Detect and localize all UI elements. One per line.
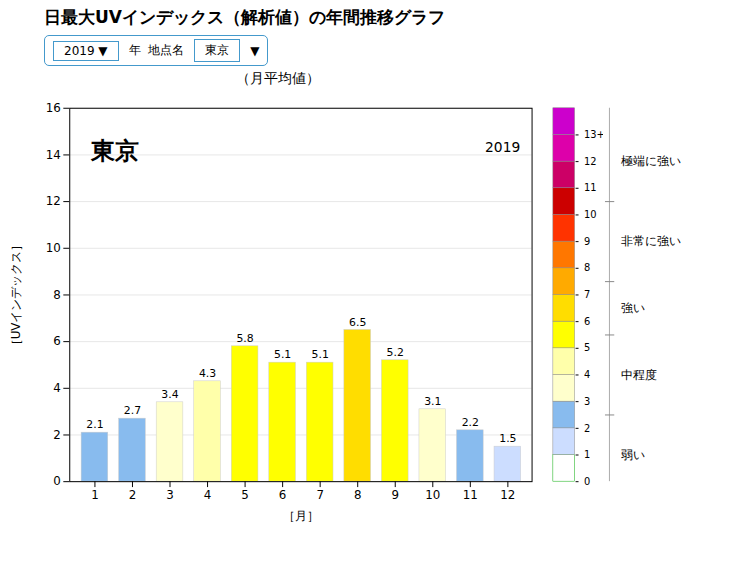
svg-text:12: 12 — [46, 194, 61, 208]
svg-text:9: 9 — [391, 488, 399, 502]
svg-text:［UVインデックス］: ［UVインデックス］ — [9, 239, 23, 352]
html-text:2019 ▼: 2019 ▼ — [64, 43, 108, 58]
svg-text:4: 4 — [584, 369, 590, 380]
svg-text:3.1: 3.1 — [424, 395, 441, 408]
svg-text:4: 4 — [204, 488, 212, 502]
svg-text:14: 14 — [46, 148, 61, 162]
svg-text:11: 11 — [584, 182, 597, 193]
html-text:日最大UVインデックス（解析値）の年間推移グラフ: 日最大UVインデックス（解析値）の年間推移グラフ — [44, 7, 445, 27]
svg-text:13+: 13+ — [584, 129, 602, 140]
svg-text:10: 10 — [46, 241, 61, 255]
svg-text:1: 1 — [91, 488, 99, 502]
svg-text:7: 7 — [316, 488, 324, 502]
svg-text:4.3: 4.3 — [199, 367, 216, 380]
svg-text:東京: 東京 — [90, 137, 139, 165]
svg-text:2: 2 — [53, 428, 61, 442]
svg-text:7: 7 — [584, 289, 590, 300]
svg-text:5.2: 5.2 — [387, 346, 404, 359]
html-text:東京: 東京 — [205, 43, 230, 57]
svg-text:2019: 2019 — [485, 139, 520, 155]
svg-text:1.5: 1.5 — [499, 432, 516, 445]
svg-text:極端に強い: 極端に強い — [621, 154, 681, 168]
svg-text:5.8: 5.8 — [236, 332, 253, 345]
svg-text:8: 8 — [53, 288, 61, 302]
svg-text:2.2: 2.2 — [462, 416, 479, 429]
svg-text:10: 10 — [584, 209, 597, 220]
svg-text:10: 10 — [425, 488, 440, 502]
html-text:年 地点名: 年 地点名 — [128, 43, 185, 57]
svg-text:12: 12 — [584, 156, 597, 167]
svg-text:1: 1 — [584, 449, 590, 460]
svg-text:5: 5 — [241, 488, 249, 502]
svg-text:9: 9 — [584, 236, 590, 247]
svg-text:16: 16 — [46, 101, 61, 115]
svg-text:0: 0 — [53, 474, 61, 488]
svg-text:5.1: 5.1 — [274, 348, 291, 361]
svg-text:6.5: 6.5 — [349, 316, 366, 329]
svg-text:2: 2 — [584, 422, 590, 433]
svg-text:2.1: 2.1 — [86, 418, 103, 431]
svg-text:0: 0 — [584, 476, 590, 487]
svg-text:3: 3 — [166, 488, 174, 502]
svg-text:6: 6 — [53, 334, 61, 348]
svg-text:［月］: ［月］ — [283, 509, 319, 522]
svg-text:2.7: 2.7 — [124, 404, 141, 417]
svg-text:11: 11 — [463, 488, 478, 502]
svg-text:5: 5 — [584, 342, 590, 353]
svg-text:8: 8 — [584, 262, 590, 273]
svg-text:中程度: 中程度 — [621, 368, 657, 382]
svg-text:8: 8 — [354, 488, 362, 502]
svg-text:5.1: 5.1 — [312, 348, 329, 361]
svg-text:弱い: 弱い — [621, 448, 645, 462]
html-text:（月平均値）: （月平均値） — [236, 70, 320, 86]
svg-text:3.4: 3.4 — [161, 388, 178, 401]
svg-text:4: 4 — [53, 381, 61, 395]
svg-text:強い: 強い — [621, 301, 645, 315]
svg-text:6: 6 — [279, 488, 287, 502]
svg-text:6: 6 — [584, 316, 590, 327]
svg-text:2: 2 — [129, 488, 137, 502]
svg-text:3: 3 — [584, 396, 590, 407]
svg-text:12: 12 — [500, 488, 515, 502]
svg-text:非常に強い: 非常に強い — [621, 234, 681, 248]
